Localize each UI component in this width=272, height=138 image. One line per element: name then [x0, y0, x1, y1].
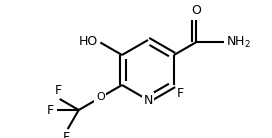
Text: HO: HO [79, 35, 98, 48]
Text: F: F [55, 84, 62, 97]
Text: NH$_2$: NH$_2$ [227, 34, 252, 50]
Text: F: F [177, 87, 184, 100]
Text: F: F [47, 104, 54, 116]
Text: O: O [191, 4, 202, 17]
Text: F: F [63, 131, 70, 138]
Text: O: O [96, 92, 105, 103]
Text: N: N [143, 94, 153, 107]
